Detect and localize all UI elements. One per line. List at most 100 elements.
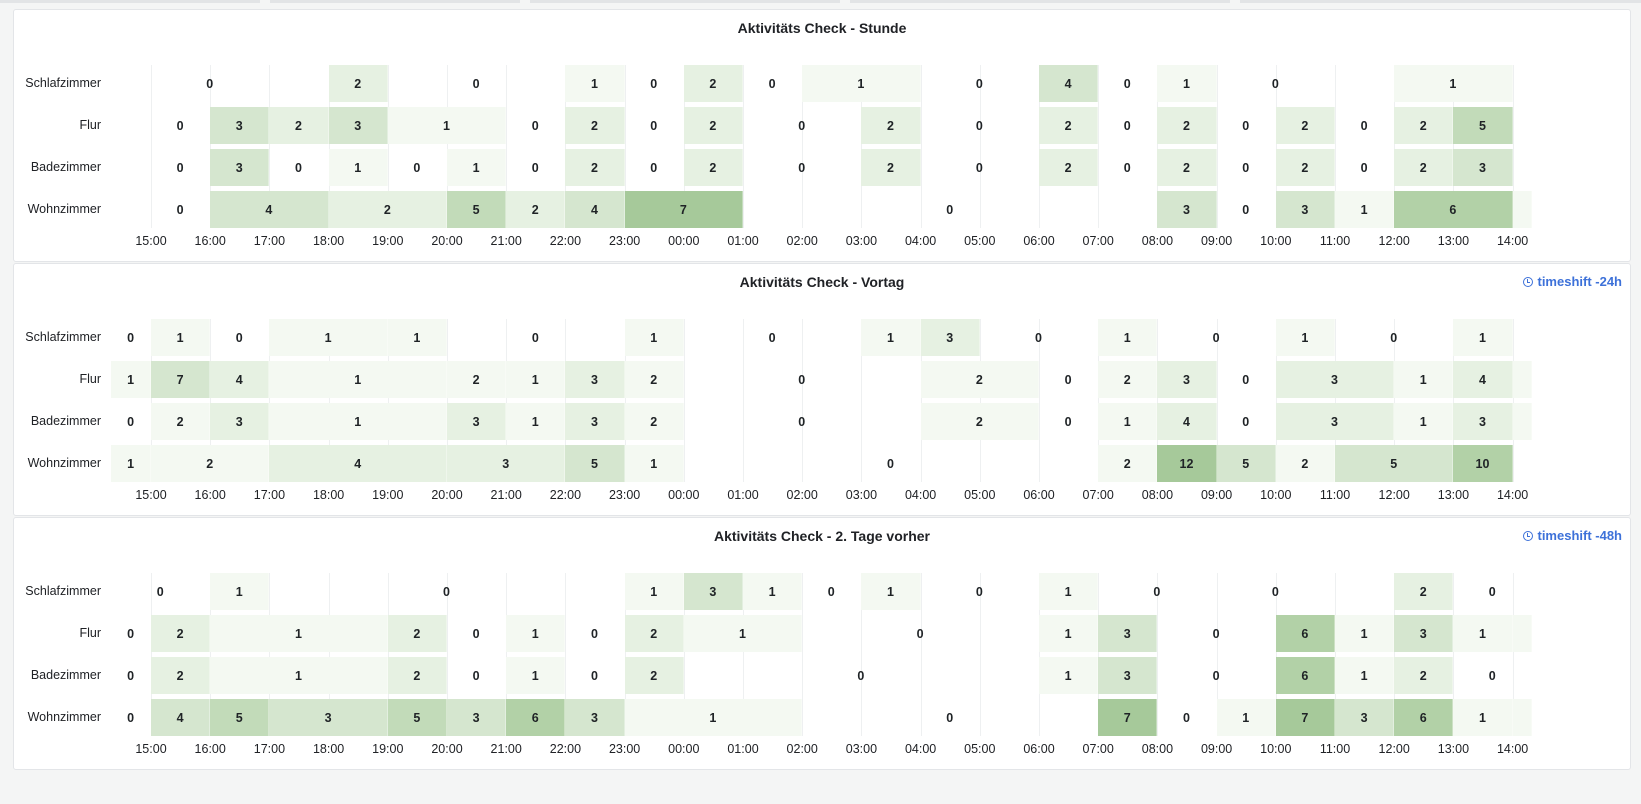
heatmap-cell[interactable]: 3 (1275, 361, 1395, 398)
heatmap-cell[interactable]: 0 (1335, 319, 1454, 356)
heatmap-cell[interactable]: 3 (1453, 149, 1513, 186)
heatmap-cell[interactable]: 0 (1217, 403, 1276, 440)
heatmap-cell[interactable]: 1 (743, 573, 803, 610)
heatmap-cell[interactable]: 1 (1098, 319, 1158, 356)
heatmap-cell[interactable]: 0 (921, 573, 1039, 610)
heatmap-cell[interactable]: 1 (1335, 615, 1395, 652)
heatmap-cell[interactable]: 2 (1394, 573, 1454, 610)
heatmap-cell[interactable]: 5 (1453, 107, 1513, 144)
heatmap-cell[interactable]: 0 (802, 615, 1039, 652)
heatmap-cell[interactable]: 2 (151, 657, 211, 694)
heatmap-cell[interactable]: 0 (111, 615, 151, 652)
heatmap-cell[interactable]: 2 (1394, 657, 1454, 694)
heatmap-cell[interactable]: 3 (269, 699, 388, 736)
heatmap-cell[interactable]: 0 (269, 149, 329, 186)
heatmap-cell[interactable]: 2 (387, 615, 447, 652)
heatmap-cell[interactable]: 3 (565, 361, 625, 398)
heatmap-cell[interactable] (1512, 615, 1533, 652)
heatmap-cell[interactable]: 2 (1157, 107, 1217, 144)
heatmap-cell[interactable]: 1 (151, 319, 211, 356)
heatmap-cell[interactable]: 3 (447, 445, 566, 482)
heatmap-cell[interactable]: 0 (1157, 319, 1276, 356)
heatmap-cell[interactable]: 2 (1098, 361, 1158, 398)
heatmap-cell[interactable]: 0 (447, 319, 625, 356)
panel-2-tage-vorher[interactable]: Aktivitäts Check - 2. Tage vorher timesh… (13, 517, 1631, 770)
heatmap-cell[interactable]: 0 (802, 699, 1099, 736)
heatmap-cell[interactable]: 0 (1039, 361, 1099, 398)
heatmap-cell[interactable]: 0 (625, 149, 684, 186)
heatmap-cell[interactable]: 0 (1039, 403, 1099, 440)
heatmap-cell[interactable]: 1 (111, 445, 151, 482)
heatmap-cell[interactable]: 0 (1157, 657, 1276, 694)
heatmap-cell[interactable]: 3 (1394, 615, 1454, 652)
heatmap-cell[interactable]: 3 (1157, 361, 1217, 398)
heatmap-cell[interactable]: 10 (1453, 445, 1513, 482)
heatmap-cell[interactable]: 2 (1394, 149, 1454, 186)
heatmap-cell[interactable] (1512, 699, 1533, 736)
heatmap-cell[interactable]: 0 (1217, 107, 1276, 144)
heatmap-cell[interactable]: 0 (447, 615, 507, 652)
heatmap-cell[interactable]: 3 (210, 107, 270, 144)
heatmap-cell[interactable]: 2 (624, 403, 684, 440)
heatmap-cell[interactable]: 1 (624, 573, 684, 610)
heatmap-cell[interactable] (1512, 191, 1533, 228)
heatmap-cell[interactable]: 2 (920, 361, 1039, 398)
heatmap-cell[interactable]: 1 (861, 573, 921, 610)
heatmap-cell[interactable]: 2 (1039, 107, 1099, 144)
heatmap-cell[interactable]: 1 (1039, 657, 1099, 694)
heatmap-cell[interactable]: 3 (210, 403, 270, 440)
heatmap-cell[interactable]: 0 (921, 65, 1039, 102)
heatmap-cell[interactable]: 4 (565, 191, 625, 228)
heatmap-cell[interactable]: 0 (1335, 107, 1395, 144)
heatmap-cell[interactable]: 5 (1216, 445, 1276, 482)
heatmap-cell[interactable]: 1 (624, 319, 684, 356)
heatmap-cell[interactable]: 1 (1216, 699, 1276, 736)
heatmap-cell[interactable]: 0 (151, 149, 211, 186)
heatmap-cell[interactable]: 5 (447, 191, 507, 228)
heatmap-cell[interactable]: 1 (387, 107, 507, 144)
heatmap-cell[interactable]: 2 (387, 657, 447, 694)
heatmap-cell[interactable]: 5 (387, 699, 447, 736)
heatmap-cell[interactable]: 0 (684, 403, 921, 440)
heatmap-cell[interactable]: 1 (269, 361, 447, 398)
heatmap-cell[interactable]: 1 (1394, 361, 1454, 398)
heatmap-cell[interactable]: 6 (1275, 657, 1335, 694)
heatmap-cell[interactable]: 0 (447, 657, 507, 694)
heatmap-cell[interactable]: 1 (506, 657, 566, 694)
heatmap-cell[interactable]: 2 (624, 361, 684, 398)
heatmap-cell[interactable]: 1 (1453, 615, 1513, 652)
heatmap-cell[interactable]: 2 (624, 657, 684, 694)
heatmap-cell[interactable]: 2 (328, 65, 388, 102)
heatmap-cell[interactable]: 3 (1157, 191, 1217, 228)
heatmap-cell[interactable]: 1 (624, 699, 803, 736)
heatmap-cell[interactable]: 0 (1098, 573, 1217, 610)
heatmap-cell[interactable]: 0 (111, 319, 151, 356)
heatmap-cell[interactable]: 0 (921, 107, 1039, 144)
heatmap-cell[interactable]: 2 (1157, 149, 1217, 186)
heatmap-cell[interactable]: 3 (565, 699, 625, 736)
heatmap-cell[interactable]: 3 (1098, 657, 1158, 694)
heatmap-cell[interactable]: 5 (210, 699, 270, 736)
heatmap-cell[interactable]: 2 (1039, 149, 1099, 186)
heatmap-cell[interactable]: 1 (683, 615, 803, 652)
heatmap-cell[interactable]: 0 (921, 149, 1039, 186)
heatmap-cell[interactable]: 0 (1098, 65, 1158, 102)
heatmap-cell[interactable]: 0 (1157, 699, 1217, 736)
heatmap-cell[interactable]: 3 (1275, 403, 1395, 440)
heatmap-cell[interactable] (1512, 403, 1533, 440)
heatmap-cell[interactable]: 1 (861, 319, 921, 356)
heatmap-cell[interactable]: 1 (269, 403, 447, 440)
heatmap-cell[interactable]: 0 (802, 573, 862, 610)
heatmap-cell[interactable]: 1 (1453, 699, 1513, 736)
heatmap-cell[interactable]: 6 (1394, 191, 1513, 228)
heatmap-cell[interactable]: 0 (151, 65, 270, 102)
heatmap-cell[interactable]: 6 (1394, 699, 1454, 736)
heatmap-cell[interactable]: 0 (210, 319, 270, 356)
heatmap-cell[interactable]: 0 (625, 107, 684, 144)
panel-title[interactable]: Aktivitäts Check - Stunde (737, 20, 907, 36)
heatmap-cell[interactable]: 0 (447, 65, 507, 102)
heatmap-cell[interactable]: 1 (1453, 319, 1513, 356)
heatmap-cell[interactable]: 7 (1275, 699, 1335, 736)
heatmap-cell[interactable]: 0 (1335, 149, 1395, 186)
heatmap-cell[interactable]: 1 (1098, 403, 1158, 440)
